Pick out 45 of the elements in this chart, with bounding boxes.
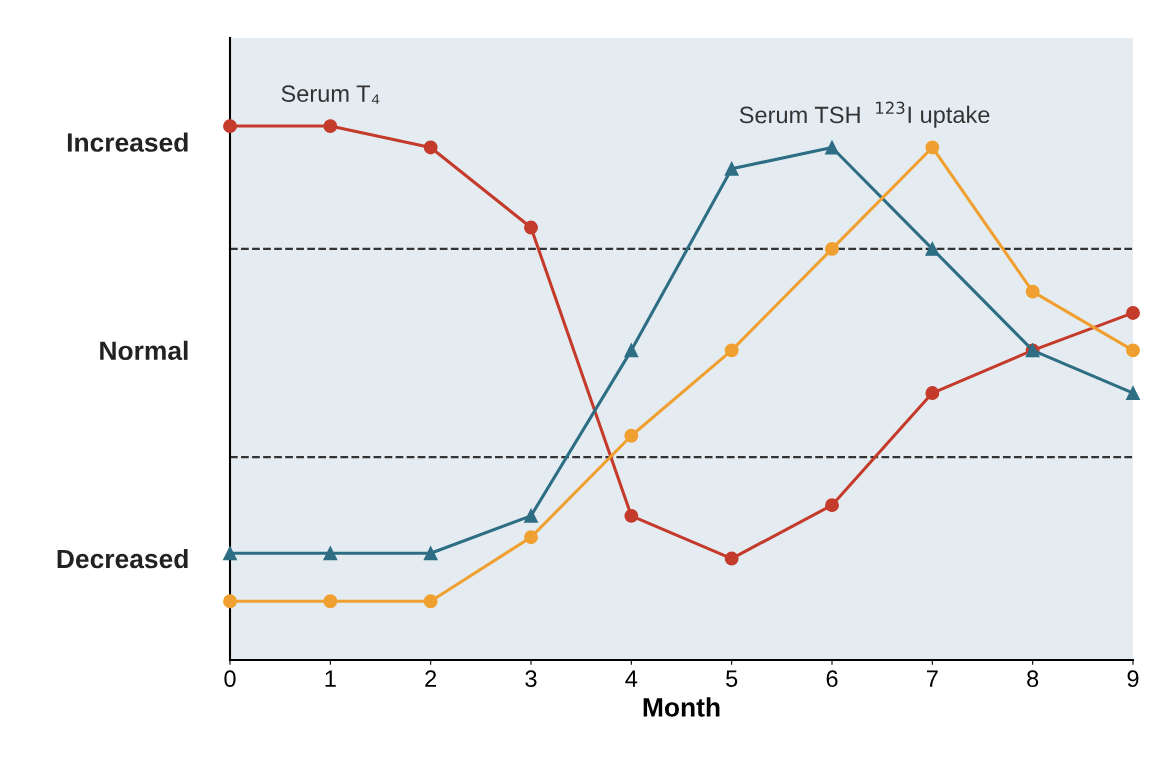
point [423, 594, 438, 609]
x-tick-label: 1 [325, 670, 336, 687]
point [624, 508, 639, 523]
point [825, 498, 839, 513]
x-tick-label: 0 [224, 670, 236, 688]
x-tick-label: 9 [1127, 670, 1139, 688]
x-tick-label: 6 [826, 670, 838, 688]
text: Increased [67, 132, 188, 152]
point [323, 119, 338, 134]
point [323, 594, 338, 609]
point [925, 241, 940, 256]
point [724, 343, 739, 358]
point [724, 161, 739, 176]
point [624, 343, 639, 358]
series-label: Serum TSH [739, 106, 860, 124]
x-tick-label: 5 [726, 670, 738, 688]
point [925, 140, 940, 155]
x-tick-label: 3 [525, 670, 537, 688]
point [925, 386, 940, 400]
x-tick-label: 4 [625, 670, 638, 687]
point [423, 546, 438, 561]
point [423, 140, 438, 155]
point [524, 530, 538, 545]
series-label: $^{123}$I uptake [876, 101, 990, 128]
point [323, 546, 338, 561]
point [1126, 386, 1140, 400]
point [1126, 343, 1140, 358]
x-axis-title: Month [643, 697, 720, 717]
x-tick-label: 2 [425, 670, 437, 687]
point [223, 594, 237, 609]
point [524, 220, 538, 235]
point [223, 119, 237, 134]
point [1126, 306, 1140, 320]
text: Normal [100, 340, 188, 361]
point [825, 241, 839, 256]
point [724, 551, 739, 566]
text: Decreased [57, 548, 188, 569]
series-label: Serum T₄ [281, 85, 380, 104]
point [1025, 284, 1040, 299]
point [524, 508, 538, 523]
point [624, 428, 639, 443]
x-tick-label: 7 [926, 670, 938, 687]
point [825, 140, 839, 155]
x-tick-label: 8 [1027, 670, 1039, 688]
point [223, 546, 237, 561]
